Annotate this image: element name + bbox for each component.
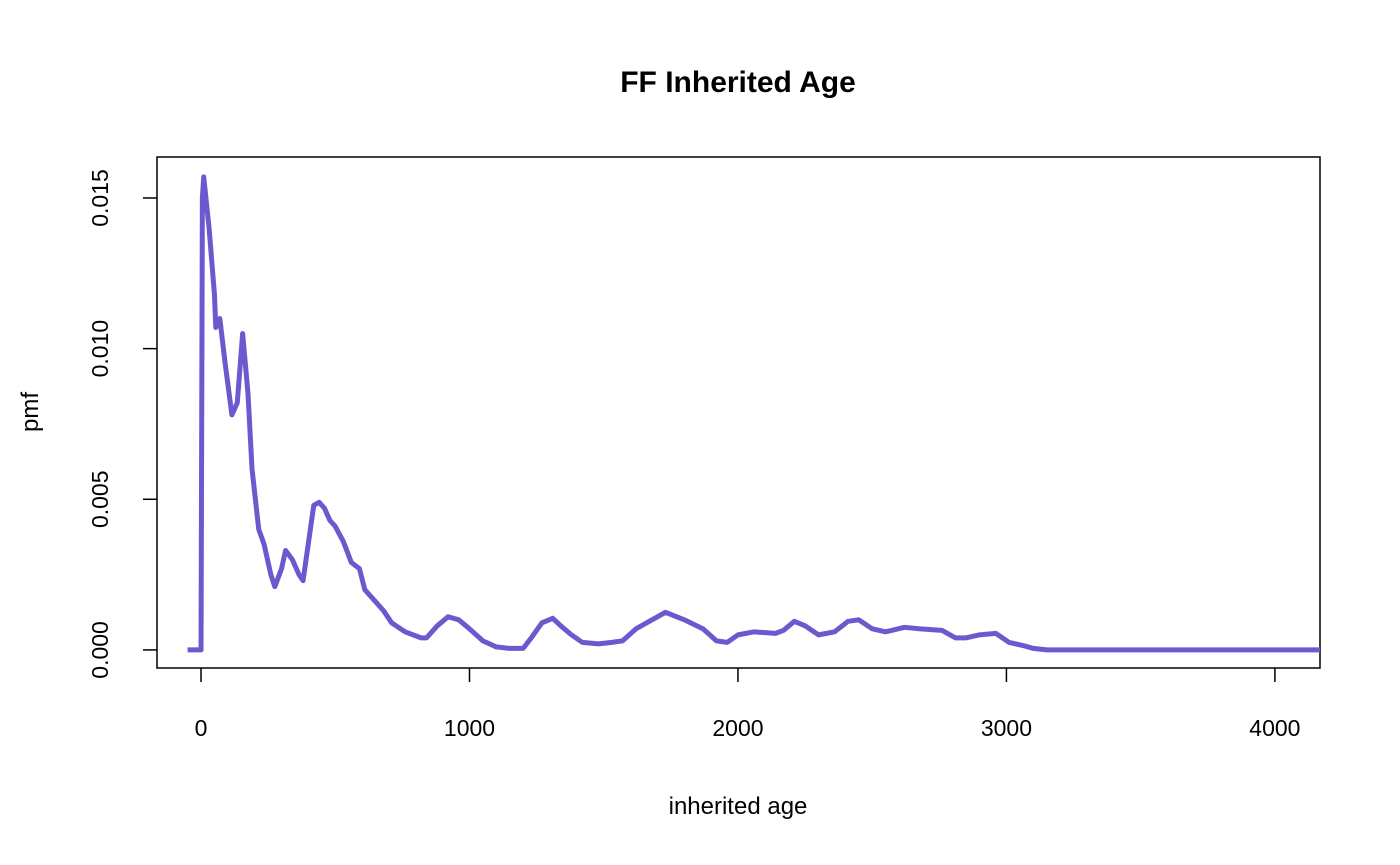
data-line	[187, 174, 1320, 653]
x-tick-label: 0	[195, 715, 208, 741]
y-tick-label: 0.005	[87, 470, 113, 528]
y-axis-label: pmf	[17, 392, 44, 432]
y-tick-label: 0.000	[87, 621, 113, 679]
y-tick-label: 0.010	[87, 320, 113, 378]
x-tick-label: 2000	[712, 715, 763, 741]
chart-title: FF Inherited Age	[620, 66, 856, 99]
x-axis-label: inherited age	[669, 793, 808, 820]
x-tick-label: 1000	[444, 715, 495, 741]
x-tick-label: 4000	[1249, 715, 1300, 741]
y-tick-label: 0.015	[87, 169, 113, 227]
x-tick-label: 3000	[981, 715, 1032, 741]
